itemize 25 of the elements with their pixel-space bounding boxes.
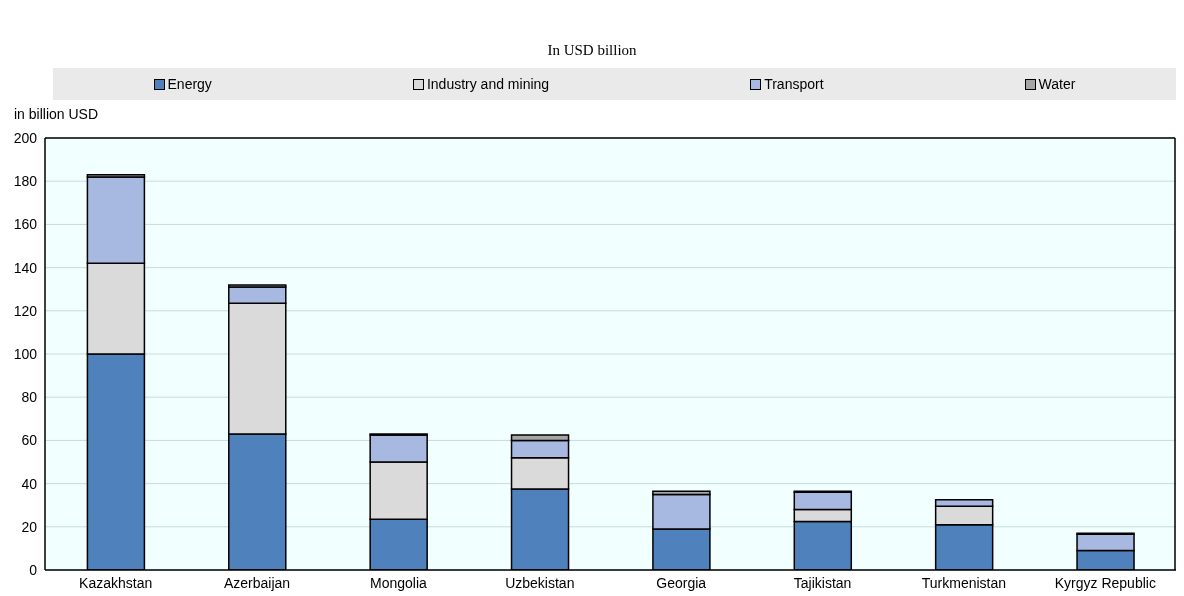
y-tick-label: 60 [21,432,38,449]
y-axis-title: in billion USD [14,106,99,122]
legend-label: Transport [763,76,824,92]
y-tick-label: 180 [13,173,38,190]
x-tick-label: Turkmenistan [921,574,1007,591]
x-tick-label: Azerbaijan [223,574,291,591]
y-tick-label: 100 [13,345,38,362]
x-tick-label: Kyrgyz Republic [1054,574,1156,591]
x-tick-label: Georgia [656,574,707,591]
x-tick-label: Uzbekistan [505,574,575,591]
legend-label: Industry and mining [425,76,550,92]
legend-label: Energy [166,76,212,92]
legend-label: Water [1037,76,1076,92]
y-tick-label: 140 [13,259,38,276]
x-tick-label: Mongolia [370,574,428,591]
y-tick-label: 40 [21,475,38,492]
y-tick-label: 20 [21,518,38,535]
x-tick-label: Kazakhstan [79,574,153,591]
y-tick-label: 120 [13,302,38,319]
y-tick-label: 80 [21,389,38,406]
x-tick-label: Tajikistan [793,574,852,591]
y-tick-label: 160 [13,216,38,233]
y-tick-label: 200 [13,129,38,146]
chart-title: In USD billion [546,42,638,59]
y-tick-label: 0 [29,561,38,578]
